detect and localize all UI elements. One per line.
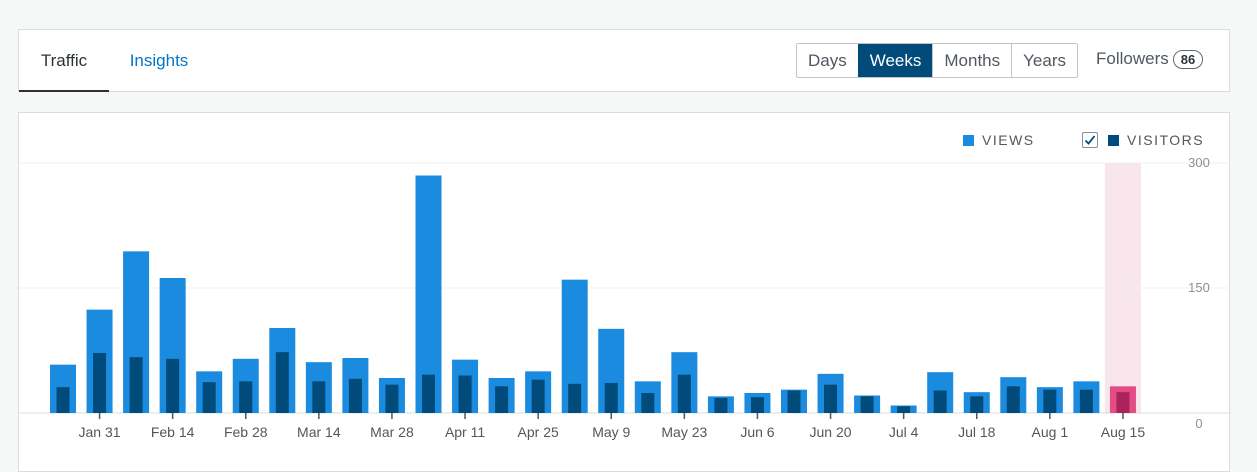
period-selector: Days Weeks Months Years <box>796 43 1078 78</box>
visitors-checkbox[interactable] <box>1082 132 1098 148</box>
visitors-bar <box>897 406 911 413</box>
period-days-button[interactable]: Days <box>797 44 858 77</box>
x-tick-label: Mar 28 <box>370 424 414 440</box>
visitors-bar <box>239 381 253 413</box>
stats-navigation: Traffic Insights Days Weeks Months Years… <box>18 29 1230 92</box>
x-tick-label: May 9 <box>592 424 630 440</box>
chart-axis-labels: 0 150 300 Jan 31 Feb 14 Feb 28 Mar 14 Mar 28 Apr… <box>79 155 1210 440</box>
x-tick-label: Feb 14 <box>151 424 195 440</box>
x-tick-label: May 23 <box>661 424 707 440</box>
visitors-bar <box>93 353 107 413</box>
views-swatch <box>963 134 974 146</box>
views-bar <box>415 175 442 413</box>
visitors-bar <box>641 393 655 413</box>
visitors-bar <box>422 374 435 413</box>
x-tick-label: Aug 15 <box>1101 424 1146 440</box>
visitors-bar <box>312 381 326 413</box>
visitors-bar <box>1079 389 1093 413</box>
visitors-bar <box>202 382 216 413</box>
y-tick-label: 150 <box>1188 280 1210 295</box>
visitors-bar <box>604 383 618 413</box>
y-tick-label: 300 <box>1188 155 1210 170</box>
y-tick-label: 0 <box>1195 416 1202 431</box>
followers-label: Followers <box>1096 49 1169 68</box>
visitors-bar <box>458 375 472 413</box>
x-tick-label: Aug 1 <box>1032 424 1069 440</box>
legend-visitors: VISITORS <box>1082 132 1204 148</box>
followers-count-badge: 86 <box>1172 49 1204 69</box>
legend-views: VIEWS <box>963 132 1035 148</box>
followers-link[interactable]: Followers 86 <box>1096 49 1204 69</box>
x-tick-label: Mar 14 <box>297 424 341 440</box>
visitors-bar <box>495 386 509 413</box>
visitors-bar <box>385 384 399 413</box>
visitors-bar <box>860 396 874 413</box>
visitors-bar <box>970 396 984 413</box>
legend-visitors-label: VISITORS <box>1127 132 1205 148</box>
chart-grid <box>19 162 1231 414</box>
tab-traffic[interactable]: Traffic <box>19 30 109 92</box>
visitors-bar <box>1043 389 1057 413</box>
x-tick-label: Jul 4 <box>889 424 919 440</box>
visitors-bar <box>677 374 691 413</box>
visitors-swatch <box>1108 134 1119 146</box>
visitors-bar <box>933 390 947 413</box>
visitors-bar <box>824 384 838 413</box>
visitors-bar <box>166 358 180 413</box>
visitors-bar <box>568 383 582 413</box>
x-tick-label: Apr 25 <box>518 424 559 440</box>
legend-views-label: VIEWS <box>982 132 1035 148</box>
period-years-button[interactable]: Years <box>1011 44 1077 77</box>
x-tick-label: Feb 28 <box>224 424 268 440</box>
traffic-chart-card: 0 150 300 Jan 31 Feb 14 Feb 28 Mar 14 Mar 28 Apr… <box>18 112 1231 472</box>
visitors-bar <box>275 352 289 413</box>
visitors-bar <box>531 379 545 413</box>
x-tick-label: Apr 11 <box>445 424 485 440</box>
chart-bars <box>50 175 1136 413</box>
visitors-bar <box>129 357 143 413</box>
period-weeks-button[interactable]: Weeks <box>857 44 933 77</box>
visitors-bar <box>787 390 801 413</box>
x-tick-label: Jun 6 <box>740 424 774 440</box>
visitors-bar <box>348 378 362 413</box>
tab-insights[interactable]: Insights <box>129 51 189 70</box>
checkmark-icon <box>1084 135 1096 145</box>
period-months-button[interactable]: Months <box>932 44 1012 77</box>
x-tick-label: Jul 18 <box>958 424 996 440</box>
visitors-bar <box>714 398 728 413</box>
visitors-bar <box>1006 386 1020 413</box>
visitors-bar <box>56 387 70 413</box>
x-tick-label: Jun 20 <box>810 424 852 440</box>
x-tick-label: Jan 31 <box>79 424 121 440</box>
visitors-bar <box>1116 392 1130 413</box>
bar-chart: 0 150 300 Jan 31 Feb 14 Feb 28 Mar 14 Mar 28 Apr… <box>19 155 1231 440</box>
visitors-bar <box>750 397 764 413</box>
